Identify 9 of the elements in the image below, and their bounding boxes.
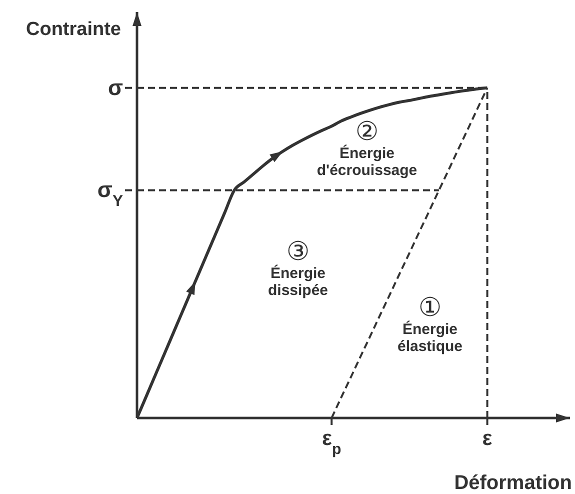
x-tick-label: ε	[482, 427, 492, 450]
annotation: ② Énergie d'écrouissage	[316, 117, 418, 178]
y-axis-title: Contrainte	[26, 19, 121, 40]
annotation: ③ Énergie dissipée	[268, 237, 328, 298]
ref-line-label: σ$_{Y}$	[97, 177, 124, 210]
x-tick-label: ε$_{p}$	[322, 427, 342, 458]
x-axis-title: Déformation	[454, 472, 572, 494]
annotation: ① Énergie élastique	[397, 293, 463, 354]
ref-line-label: σ	[108, 74, 123, 100]
